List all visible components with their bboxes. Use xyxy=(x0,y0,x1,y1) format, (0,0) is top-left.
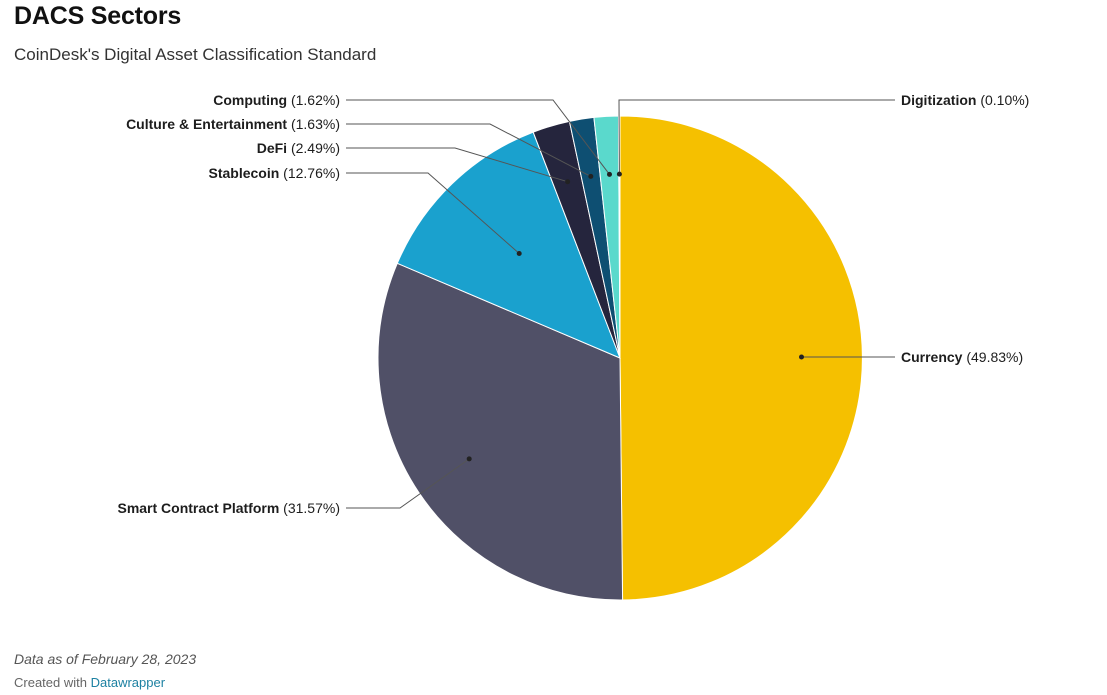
leader-line-smart-contract-platform xyxy=(346,458,470,509)
slice-label-computing: Computing (1.62%) xyxy=(213,92,340,108)
slice-label-stablecoin: Stablecoin (12.76%) xyxy=(209,165,341,181)
leader-line-culture-and-entertainment xyxy=(346,123,592,177)
leader-dot-currency xyxy=(799,354,804,360)
slice-label-value: (49.83%) xyxy=(962,349,1023,365)
slice-labels: Currency (49.83%) Smart Contract Platform… xyxy=(117,92,1029,516)
datawrapper-link[interactable]: Datawrapper xyxy=(90,675,166,690)
pie-slice-currency[interactable] xyxy=(619,115,863,601)
pie-slices xyxy=(377,115,863,601)
leader-line-stablecoin xyxy=(346,172,520,254)
slice-label-value: (31.57%) xyxy=(279,500,340,516)
chart-title: DACS Sectors xyxy=(14,2,182,30)
leader-dot-stablecoin xyxy=(516,251,522,256)
leader-dot-culture-and-entertainment xyxy=(588,173,594,179)
leader-dot-digitization xyxy=(616,171,622,177)
pie-slice-stablecoin[interactable] xyxy=(396,131,621,359)
leader-line-digitization xyxy=(618,99,895,175)
slice-label-defi: DeFi (2.49%) xyxy=(257,140,340,156)
chart-subtitle: CoinDesk's Digital Asset Classification … xyxy=(14,45,377,64)
leader-line-defi xyxy=(346,147,568,183)
slice-label-digitization: Digitization (0.10%) xyxy=(901,92,1029,108)
slice-label-name: Culture & Entertainment xyxy=(126,116,287,132)
pie-slice-smart-contract-platform[interactable] xyxy=(377,262,624,601)
slice-label-name: Computing xyxy=(213,92,287,108)
slice-label-name: Digitization xyxy=(901,92,976,108)
leader-lines xyxy=(346,99,895,509)
slice-label-value: (0.10%) xyxy=(976,92,1029,108)
leader-dot-smart-contract-platform xyxy=(466,456,472,462)
slice-label-value: (12.76%) xyxy=(279,165,340,181)
chart-notes: Data as of February 28, 2023 xyxy=(14,651,197,667)
slice-label-name: DeFi xyxy=(257,140,287,156)
slice-label-name: Currency xyxy=(901,349,963,365)
slice-label-name: Stablecoin xyxy=(209,165,280,181)
credit-prefix: Created with xyxy=(14,675,87,690)
slice-label-value: (1.63%) xyxy=(287,116,340,132)
chart-credit: Created with Datawrapper xyxy=(14,675,165,690)
slice-label-value: (2.49%) xyxy=(287,140,340,156)
slice-label-culture-and-entertainment: Culture & Entertainment (1.63%) xyxy=(126,116,340,132)
leader-dot-defi xyxy=(565,179,571,185)
slice-label-value: (1.62%) xyxy=(287,92,340,108)
slice-label-name: Smart Contract Platform xyxy=(117,500,279,516)
slice-label-currency: Currency (49.83%) xyxy=(901,349,1023,365)
leader-line-computing xyxy=(346,99,610,175)
leader-dot-computing xyxy=(607,171,612,177)
slice-label-smart-contract-platform: Smart Contract Platform (31.57%) xyxy=(117,500,340,516)
